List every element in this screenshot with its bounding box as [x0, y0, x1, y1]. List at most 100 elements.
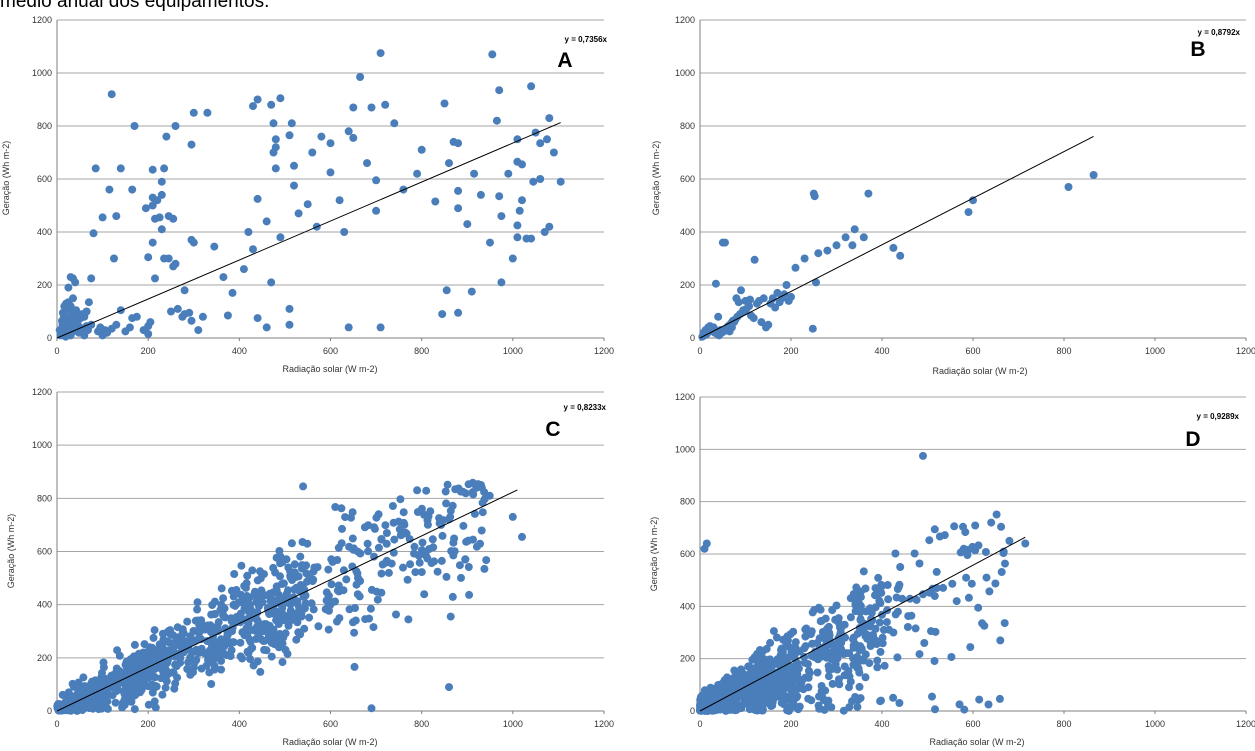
data-point-c	[356, 577, 365, 585]
data-point-a	[470, 169, 479, 178]
data-point-d	[966, 643, 975, 652]
data-point-c	[428, 535, 437, 544]
data-point-c	[98, 668, 106, 677]
y-tick-label-a: 600	[37, 174, 52, 184]
data-point-a	[269, 119, 278, 128]
data-point-c	[150, 697, 159, 706]
data-point-b	[737, 286, 745, 295]
data-point-c	[347, 513, 355, 522]
data-point-c	[219, 610, 228, 619]
data-point-d	[829, 642, 838, 651]
data-point-c	[234, 598, 243, 607]
data-point-a	[187, 235, 196, 244]
data-point-c	[454, 484, 463, 493]
data-point-c	[255, 596, 264, 605]
x-tick-label-c: 600	[323, 719, 338, 729]
data-point-d	[816, 605, 825, 614]
data-point-c	[240, 582, 249, 590]
data-point-d	[821, 686, 830, 695]
data-point-c	[392, 610, 400, 619]
data-point-a	[290, 181, 298, 190]
data-point-a	[349, 103, 358, 112]
data-point-a	[372, 206, 381, 215]
data-point-a	[71, 278, 80, 287]
data-point-c	[159, 647, 168, 656]
data-point-c	[286, 600, 295, 609]
data-point-a	[223, 311, 232, 320]
data-point-c	[367, 704, 376, 713]
data-point-a	[349, 133, 358, 142]
data-point-d	[861, 650, 870, 659]
data-point-a	[144, 253, 153, 262]
data-point-c	[79, 673, 88, 682]
data-point-c	[442, 499, 451, 508]
data-point-c	[381, 521, 390, 530]
data-point-d	[814, 701, 823, 710]
data-point-d	[898, 594, 907, 603]
data-point-d	[877, 696, 885, 705]
data-point-d	[873, 663, 882, 672]
data-point-d	[760, 699, 769, 708]
data-point-c	[476, 539, 484, 548]
data-point-c	[222, 651, 231, 659]
data-point-d	[971, 521, 980, 530]
data-point-c	[324, 565, 333, 574]
x-tick-label-a: 0	[54, 346, 59, 356]
y-tick-label-d: 800	[680, 497, 695, 507]
data-point-c	[121, 660, 130, 669]
data-point-d	[952, 597, 961, 606]
data-point-a	[68, 311, 76, 320]
trendline-a	[56, 122, 561, 339]
data-point-d	[931, 627, 940, 636]
data-point-a	[445, 159, 453, 168]
data-point-d	[975, 695, 984, 704]
data-point-c	[363, 539, 372, 548]
data-point-d	[748, 655, 757, 664]
x-tick-label-a: 400	[232, 346, 247, 356]
data-point-c	[387, 559, 396, 568]
data-point-a	[467, 287, 476, 296]
data-point-a	[515, 206, 524, 215]
data-point-d	[781, 654, 789, 663]
data-point-c	[415, 558, 424, 567]
data-point-b	[859, 233, 868, 242]
data-point-c	[210, 597, 219, 606]
data-point-a	[239, 265, 248, 274]
data-point-c	[296, 552, 305, 561]
data-point-c	[256, 567, 264, 576]
data-point-c	[321, 605, 330, 614]
data-point-c	[236, 618, 245, 627]
data-point-c	[151, 703, 160, 712]
data-point-c	[337, 504, 346, 513]
data-point-c	[171, 679, 180, 688]
data-point-c	[424, 512, 433, 521]
data-point-c	[94, 705, 103, 714]
data-point-d	[804, 683, 813, 692]
data-point-c	[476, 481, 485, 489]
data-point-b	[810, 192, 819, 201]
data-point-a	[390, 119, 399, 128]
data-point-a	[162, 132, 171, 141]
data-point-c	[272, 586, 281, 595]
data-point-b	[889, 243, 898, 252]
trendline-equation-c: y = 0,8233x	[564, 403, 607, 412]
data-point-c	[150, 649, 159, 658]
data-point-c	[262, 646, 271, 655]
data-point-c	[369, 623, 378, 632]
data-point-c	[188, 636, 197, 645]
x-tick-label-b: 400	[874, 346, 889, 356]
data-point-a	[178, 312, 187, 321]
data-point-d	[874, 573, 883, 582]
data-point-d	[932, 567, 941, 576]
y-tick-label-c: 600	[37, 547, 52, 557]
data-point-d	[962, 573, 971, 582]
data-point-a	[363, 159, 371, 168]
x-tick-label-a: 600	[323, 346, 338, 356]
data-point-c	[350, 628, 359, 637]
data-point-a	[74, 328, 83, 337]
data-point-d	[930, 525, 939, 534]
data-point-d	[836, 624, 845, 633]
data-point-d	[827, 655, 836, 664]
data-point-c	[394, 517, 403, 526]
data-point-c	[130, 691, 138, 700]
